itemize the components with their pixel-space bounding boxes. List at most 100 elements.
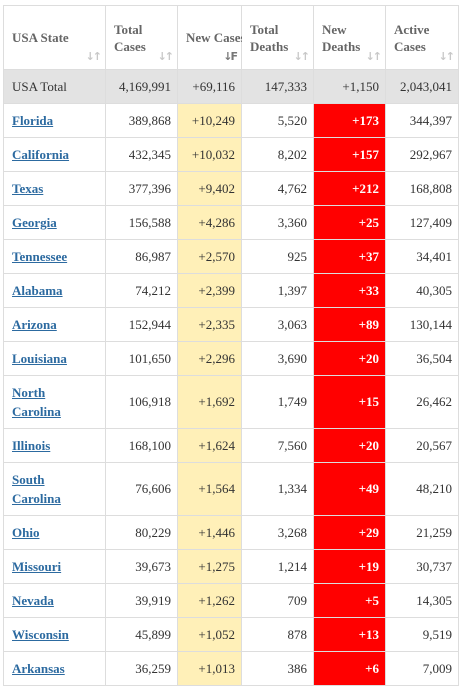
total-cases-cell: 80,229: [105, 515, 178, 550]
state-link[interactable]: Georgia: [12, 215, 57, 230]
new-cases-cell: +1,624: [177, 428, 242, 463]
new-cases-cell: +1,564: [177, 462, 242, 516]
sort-icon[interactable]: ↓↑: [85, 50, 103, 63]
table-row: Arizona 152,944 +2,335 3,063 +89 130,144: [3, 307, 459, 342]
table-row: California 432,345 +10,032 8,202 +157 292,967: [3, 137, 459, 172]
sort-icon[interactable]: ↓↑: [293, 50, 311, 63]
active-cases-cell: 292,967: [385, 137, 459, 172]
header-new-deaths-label: New Deaths: [322, 21, 361, 54]
total-cases-cell: 101,650: [105, 341, 178, 376]
new-cases-cell: +1,275: [177, 549, 242, 584]
header-new-cases-label: New Cases: [186, 30, 246, 45]
state-cell: Texas: [3, 171, 106, 206]
state-link[interactable]: Alabama: [12, 283, 63, 298]
table-row: Wisconsin 45,899 +1,052 878 +13 9,519: [3, 617, 459, 652]
new-deaths-cell: +89: [313, 307, 386, 342]
table-row: Louisiana 101,650 +2,296 3,690 +20 36,504: [3, 341, 459, 376]
new-cases-cell: +69,116: [177, 69, 242, 104]
new-deaths-cell: +157: [313, 137, 386, 172]
state-link[interactable]: Wisconsin: [12, 627, 69, 642]
new-deaths-cell: +20: [313, 341, 386, 376]
header-new-cases[interactable]: New Cases ↓F: [177, 5, 246, 70]
total-cases-cell: 389,868: [105, 103, 178, 138]
new-deaths-cell: +173: [313, 103, 386, 138]
total-deaths-cell: 878: [241, 617, 314, 652]
covid-table-container: USA State ↓↑ Total Cases ↓↑ New Cases ↓F To…: [3, 5, 459, 686]
new-cases-cell: +1,052: [177, 617, 242, 652]
state-link[interactable]: South Carolina: [12, 472, 61, 506]
sort-icon[interactable]: ↓↑: [365, 50, 383, 63]
active-cases-cell: 127,409: [385, 205, 459, 240]
total-cases-cell: 86,987: [105, 239, 178, 274]
total-deaths-cell: 3,360: [241, 205, 314, 240]
header-state[interactable]: USA State ↓↑: [3, 5, 106, 70]
header-row: USA State ↓↑ Total Cases ↓↑ New Cases ↓F To…: [3, 5, 459, 70]
state-link[interactable]: Tennessee: [12, 249, 68, 264]
active-cases-cell: 36,504: [385, 341, 459, 376]
total-cases-cell: 152,944: [105, 307, 178, 342]
sort-desc-icon[interactable]: ↓F: [223, 50, 238, 63]
header-state-label: USA State: [12, 30, 69, 45]
state-cell: California: [3, 137, 106, 172]
total-cases-cell: 39,919: [105, 583, 178, 618]
active-cases-cell: 34,401: [385, 239, 459, 274]
header-total-cases[interactable]: Total Cases ↓↑: [105, 5, 178, 70]
state-link[interactable]: Louisiana: [12, 351, 67, 366]
new-deaths-cell: +25: [313, 205, 386, 240]
new-deaths-cell: +1,150: [313, 69, 386, 104]
state-link[interactable]: Texas: [12, 181, 44, 196]
state-link[interactable]: Nevada: [12, 593, 54, 608]
new-deaths-cell: +212: [313, 171, 386, 206]
header-active-cases-label: Active Cases: [394, 21, 430, 54]
active-cases-cell: 26,462: [385, 375, 459, 429]
new-deaths-cell: +33: [313, 273, 386, 308]
state-link[interactable]: Arkansas: [12, 661, 65, 676]
state-link[interactable]: Florida: [12, 113, 54, 128]
total-deaths-cell: 1,334: [241, 462, 314, 516]
total-cases-cell: 432,345: [105, 137, 178, 172]
header-total-deaths[interactable]: Total Deaths ↓↑: [241, 5, 314, 70]
table-row: Ohio 80,229 +1,446 3,268 +29 21,259: [3, 515, 459, 550]
state-link[interactable]: California: [12, 147, 70, 162]
table-row: Arkansas 36,259 +1,013 386 +6 7,009: [3, 651, 459, 686]
new-deaths-cell: +37: [313, 239, 386, 274]
table-row: South Carolina 76,606 +1,564 1,334 +49 48,210: [3, 462, 459, 516]
new-cases-cell: +2,399: [177, 273, 242, 308]
active-cases-cell: 7,009: [385, 651, 459, 686]
sort-icon[interactable]: ↓↑: [157, 50, 175, 63]
total-deaths-cell: 386: [241, 651, 314, 686]
sort-icon[interactable]: ↓↑: [438, 50, 456, 63]
new-cases-cell: +2,570: [177, 239, 242, 274]
total-deaths-cell: 3,690: [241, 341, 314, 376]
active-cases-cell: 48,210: [385, 462, 459, 516]
table-row: North Carolina 106,918 +1,692 1,749 +15 26,46…: [3, 375, 459, 429]
total-deaths-cell: 925: [241, 239, 314, 274]
header-active-cases[interactable]: Active Cases ↓↑: [385, 5, 459, 70]
state-cell: Ohio: [3, 515, 106, 550]
header-total-cases-label: Total Cases: [114, 21, 146, 54]
total-cases-cell: 39,673: [105, 549, 178, 584]
table-row: Illinois 168,100 +1,624 7,560 +20 20,567: [3, 428, 459, 463]
state-link[interactable]: North Carolina: [12, 385, 61, 419]
new-cases-cell: +1,446: [177, 515, 242, 550]
total-cases-cell: 36,259: [105, 651, 178, 686]
header-new-deaths[interactable]: New Deaths ↓↑: [313, 5, 386, 70]
table-row: Alabama 74,212 +2,399 1,397 +33 40,305: [3, 273, 459, 308]
state-link[interactable]: Ohio: [12, 525, 40, 540]
state-link[interactable]: Arizona: [12, 317, 57, 332]
new-deaths-cell: +6: [313, 651, 386, 686]
state-cell: Louisiana: [3, 341, 106, 376]
active-cases-cell: 40,305: [385, 273, 459, 308]
usa-states-table: USA State ↓↑ Total Cases ↓↑ New Cases ↓F To…: [3, 5, 459, 686]
total-cases-cell: 377,396: [105, 171, 178, 206]
total-cases-cell: 168,100: [105, 428, 178, 463]
total-cases-cell: 76,606: [105, 462, 178, 516]
new-cases-cell: +4,286: [177, 205, 242, 240]
state-link[interactable]: Missouri: [12, 559, 62, 574]
new-deaths-cell: +13: [313, 617, 386, 652]
state-cell: Arizona: [3, 307, 106, 342]
state-cell: Wisconsin: [3, 617, 106, 652]
table-row: Nevada 39,919 +1,262 709 +5 14,305: [3, 583, 459, 618]
state-cell: Tennessee: [3, 239, 106, 274]
state-link[interactable]: Illinois: [12, 438, 51, 453]
